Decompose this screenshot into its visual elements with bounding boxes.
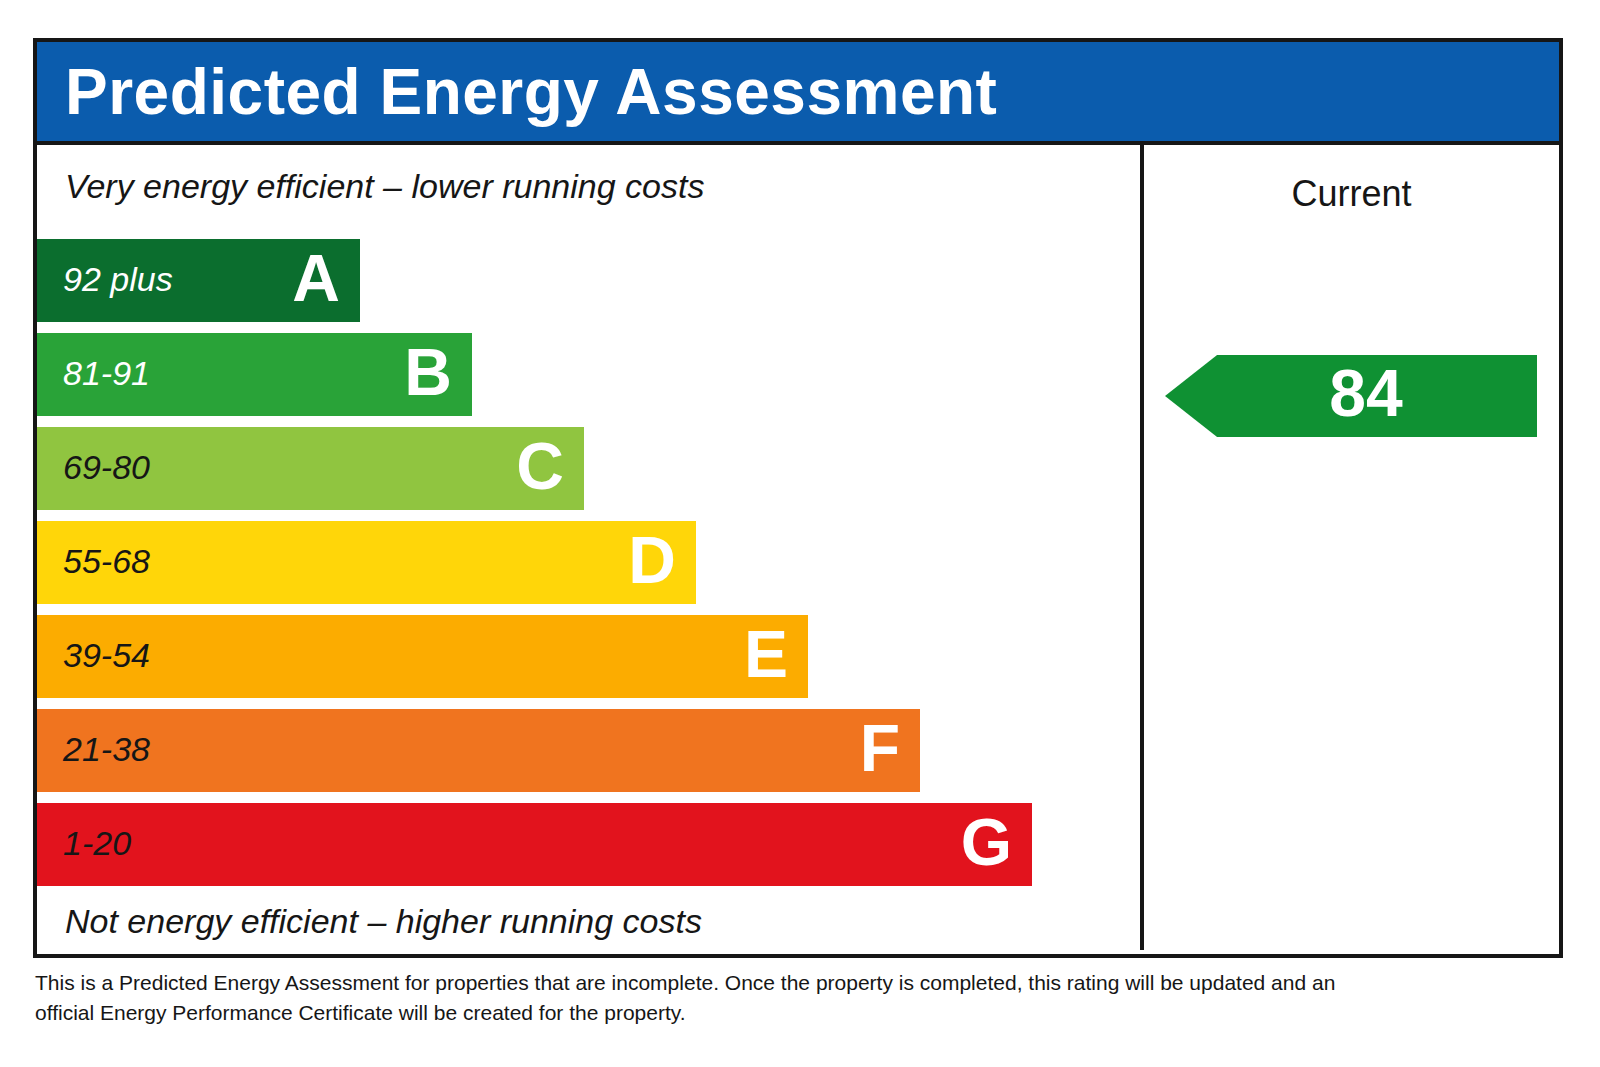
page-background: Predicted Energy Assessment Very energy …: [0, 0, 1600, 1067]
current-column-header: Current: [1144, 173, 1559, 215]
band-d: 55-68 D: [37, 521, 696, 604]
bottom-caption: Not energy efficient – higher running co…: [65, 902, 1140, 941]
band-f: 21-38 F: [37, 709, 920, 792]
band-b-range: 81-91: [63, 356, 150, 394]
certificate-header: Predicted Energy Assessment: [37, 42, 1559, 145]
band-a: 92 plus A: [37, 239, 360, 322]
current-rating-value: 84: [1299, 360, 1402, 432]
rating-bands: 92 plus A 81-91 B 69-80 C 55-68 D: [37, 239, 1140, 886]
band-b: 81-91 B: [37, 333, 472, 416]
band-g: 1-20 G: [37, 803, 1032, 886]
page-title: Predicted Energy Assessment: [65, 55, 997, 129]
band-c-letter: C: [516, 433, 564, 505]
certificate-body: Very energy efficient – lower running co…: [37, 145, 1559, 950]
energy-assessment-certificate: Predicted Energy Assessment Very energy …: [33, 38, 1563, 958]
band-b-letter: B: [404, 339, 452, 411]
top-caption: Very energy efficient – lower running co…: [65, 167, 1140, 206]
band-c: 69-80 C: [37, 427, 584, 510]
band-c-range: 69-80: [63, 450, 150, 488]
band-d-letter: D: [628, 527, 676, 599]
band-g-range: 1-20: [63, 826, 131, 864]
current-rating-column: Current 84: [1144, 145, 1559, 950]
rating-chart: Very energy efficient – lower running co…: [37, 145, 1144, 950]
footer-disclaimer: This is a Predicted Energy Assessment fo…: [35, 968, 1455, 1029]
band-e-letter: E: [744, 621, 788, 693]
current-rating-arrow-icon: 84: [1165, 355, 1537, 437]
band-a-letter: A: [292, 245, 340, 317]
band-f-range: 21-38: [63, 732, 150, 770]
band-a-range: 92 plus: [63, 262, 173, 300]
band-f-letter: F: [860, 715, 900, 787]
footer-line-2: official Energy Performance Certificate …: [35, 998, 1455, 1028]
band-g-letter: G: [961, 809, 1012, 881]
footer-line-1: This is a Predicted Energy Assessment fo…: [35, 968, 1455, 998]
band-e: 39-54 E: [37, 615, 808, 698]
band-e-range: 39-54: [63, 638, 150, 676]
band-d-range: 55-68: [63, 544, 150, 582]
